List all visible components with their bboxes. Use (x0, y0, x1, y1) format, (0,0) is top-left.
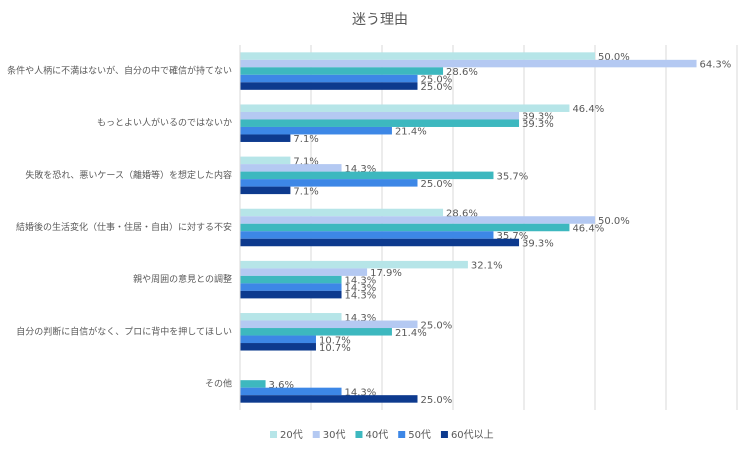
bar (240, 119, 520, 127)
bar (240, 82, 418, 90)
data-label: 14.3% (345, 276, 377, 287)
data-label: 7.1% (293, 134, 318, 145)
data-label: 28.6% (446, 67, 478, 78)
bar (240, 104, 570, 112)
bar (240, 231, 494, 239)
data-label: 7.1% (293, 156, 318, 167)
y-tick-label: 失敗を恐れ、悪いケース（離婚等）を想定した内容 (25, 169, 232, 181)
legend-swatch (312, 431, 320, 438)
data-label: 14.3% (345, 313, 377, 324)
data-label: 46.4% (572, 104, 604, 115)
bar (240, 111, 520, 120)
data-label: 64.3% (700, 60, 732, 71)
bar (240, 313, 342, 321)
data-label: 50.0% (598, 216, 630, 227)
bar (240, 275, 342, 284)
bar (240, 387, 342, 396)
data-label: 25.0% (421, 75, 453, 86)
data-label: 25.0% (421, 320, 453, 331)
data-label: 39.3% (522, 119, 554, 130)
data-label: 7.1% (293, 186, 318, 197)
data-label: 14.3% (345, 283, 377, 294)
data-label: 39.3% (522, 239, 554, 250)
bar (240, 126, 392, 135)
bar (240, 395, 418, 403)
data-label: 28.6% (446, 209, 478, 220)
bar (240, 290, 342, 299)
data-label: 25.0% (421, 395, 453, 406)
data-label: 25.0% (421, 179, 453, 190)
data-label: 39.3% (522, 112, 554, 123)
bar (240, 260, 468, 269)
y-tick-label: 自分の判断に自信がなく、プロに背中を押してほしい (16, 325, 232, 337)
data-label: 14.3% (345, 164, 377, 175)
bar (240, 164, 342, 172)
bar (240, 156, 291, 165)
bar (240, 223, 570, 232)
bar (240, 268, 368, 276)
legend-swatch (440, 431, 448, 438)
legend-label: 40代 (365, 429, 388, 441)
y-tick-label: もっとよい人がいるのではないか (97, 117, 232, 129)
y-tick-label: 結婚後の生活変化（仕事・住居・自由）に対する不安 (16, 221, 232, 233)
bar (240, 380, 266, 388)
bar (240, 186, 291, 195)
bar (240, 59, 697, 68)
data-label: 21.4% (395, 127, 427, 138)
y-tick-label: 条件や人柄に不満はないが、自分の中で確信が持てない (7, 65, 232, 77)
data-label: 25.0% (421, 82, 453, 93)
data-label: 35.7% (496, 231, 528, 242)
bar (240, 74, 418, 83)
bar (240, 328, 392, 336)
chart-title: 迷う理由 (352, 12, 408, 28)
data-label: 10.7% (319, 335, 351, 346)
bar (240, 283, 342, 291)
legend-label: 60代以上 (451, 429, 494, 441)
data-label: 32.1% (471, 261, 503, 272)
data-label: 14.3% (345, 291, 377, 302)
data-label: 35.7% (496, 171, 528, 182)
bar (240, 179, 418, 187)
y-tick-label: 親や周囲の意見との調整 (133, 273, 232, 285)
data-label: 3.6% (269, 380, 294, 391)
data-label: 10.7% (319, 343, 351, 354)
bar (240, 320, 418, 329)
bar (240, 171, 494, 180)
data-label: 21.4% (395, 328, 427, 339)
data-label: 14.3% (345, 387, 377, 398)
legend-swatch (398, 431, 406, 438)
bar (240, 343, 316, 351)
data-label: 17.9% (370, 268, 402, 279)
legend-swatch (270, 431, 277, 438)
bar (240, 208, 444, 217)
legend-label: 30代 (323, 429, 346, 441)
bar (240, 52, 595, 60)
bar (240, 67, 444, 75)
bar (240, 238, 520, 247)
data-label: 46.4% (572, 224, 604, 235)
data-label: 50.0% (598, 52, 630, 63)
legend-label: 50代 (408, 429, 431, 441)
bar (240, 216, 595, 224)
bar (240, 335, 316, 344)
legend-swatch (355, 431, 363, 438)
bar (240, 134, 291, 142)
legend-label: 20代 (280, 429, 303, 441)
y-tick-label: その他 (205, 377, 232, 389)
